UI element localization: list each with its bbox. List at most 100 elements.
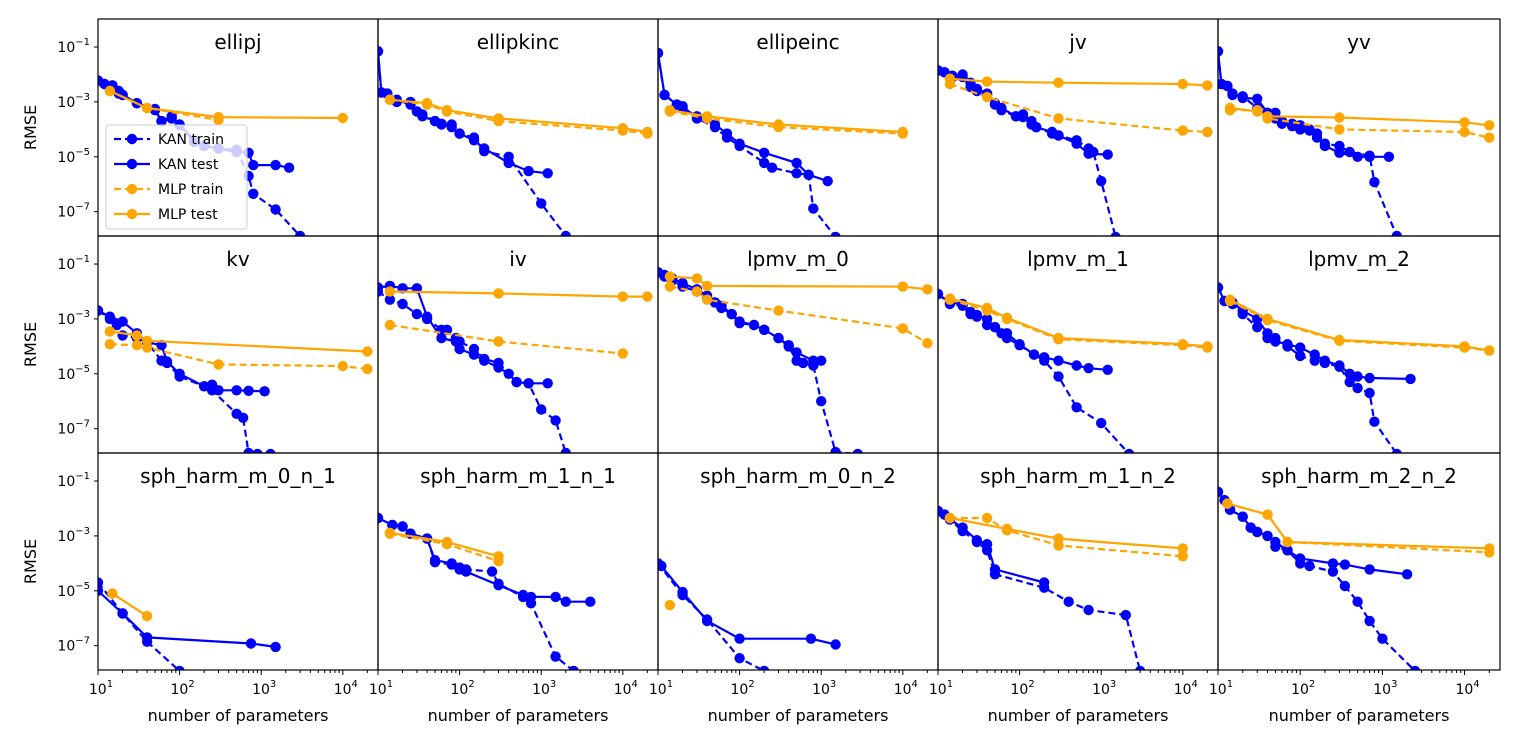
data-point — [1110, 231, 1121, 236]
data-point — [805, 633, 817, 644]
data-point — [996, 102, 1007, 114]
data-point — [493, 336, 504, 347]
series-kan-test — [98, 305, 270, 397]
y-tick-label: 10−7 — [57, 419, 90, 438]
series-mlp-test — [104, 326, 373, 357]
data-point — [1237, 92, 1248, 104]
series-kan-test — [98, 585, 281, 653]
plot-area — [1218, 46, 1495, 236]
data-point — [1053, 355, 1064, 366]
data-point — [1459, 341, 1470, 352]
y-tick-label: 10−1 — [57, 37, 90, 56]
data-point — [1218, 282, 1224, 293]
data-point — [421, 98, 433, 109]
data-point — [1177, 125, 1189, 136]
data-point — [243, 385, 254, 396]
data-point — [411, 308, 423, 320]
data-point — [1391, 448, 1402, 453]
data-point — [248, 188, 259, 199]
data-point — [1319, 140, 1331, 152]
data-point — [981, 313, 993, 325]
data-point — [511, 376, 522, 388]
series-kan-test — [378, 46, 553, 179]
data-point — [617, 123, 628, 134]
data-point — [734, 316, 745, 327]
panel-kv: kv 10−1 10−3 10−5 10−7 RMSE — [21, 235, 379, 454]
series-line — [658, 52, 829, 183]
data-point — [709, 119, 721, 130]
panel-title: yv — [1347, 30, 1371, 54]
series-kan-train — [938, 288, 1135, 453]
data-point — [1484, 543, 1495, 554]
data-point — [944, 512, 956, 524]
data-point — [1039, 577, 1050, 588]
data-point — [691, 273, 703, 284]
panel-title: kv — [226, 247, 250, 271]
legend-entry: KAN test — [114, 157, 219, 173]
data-point — [677, 102, 688, 114]
panel-grid: ellipj 10−1 10−3 10−5 10−7 RMSE ellipkinc ellip… — [21, 18, 1501, 725]
series-mlp-test — [1224, 102, 1495, 131]
data-point — [1304, 125, 1315, 136]
data-point — [1295, 342, 1306, 353]
data-point — [1071, 138, 1082, 149]
series-mlp-test — [107, 588, 153, 622]
data-point — [265, 448, 276, 453]
data-point — [1053, 77, 1064, 88]
data-point — [1401, 569, 1413, 580]
x-axis-label: number of parameters — [428, 706, 609, 725]
data-point — [174, 368, 185, 379]
data-point — [1334, 112, 1345, 123]
data-point — [248, 159, 259, 171]
series-line — [1218, 51, 1389, 158]
x-axis-label: number of parameters — [708, 706, 889, 725]
data-point — [1334, 334, 1345, 346]
data-point — [759, 147, 770, 158]
series-line — [938, 293, 1130, 453]
data-point — [156, 115, 167, 127]
data-point — [446, 122, 457, 133]
x-tick-label: 103 — [252, 679, 276, 698]
panel-ellipkinc: ellipkinc — [377, 18, 659, 237]
data-point — [944, 73, 956, 84]
series-line — [1229, 300, 1490, 352]
data-point — [237, 412, 249, 423]
series-kan-test — [658, 47, 833, 187]
series-line — [1218, 491, 1416, 670]
plot-area — [98, 577, 281, 670]
data-point — [1053, 533, 1064, 544]
data-point — [783, 340, 794, 351]
data-point — [231, 385, 242, 396]
data-point — [397, 521, 408, 532]
data-point — [1224, 294, 1236, 305]
data-point — [493, 288, 504, 299]
plot-area — [378, 280, 653, 453]
series-line — [658, 562, 836, 646]
data-point — [523, 378, 534, 389]
plot-area — [378, 512, 596, 670]
panel-iv: iv — [377, 235, 659, 454]
series-mlp-train — [664, 281, 933, 349]
data-point — [734, 653, 745, 664]
data-point — [1224, 102, 1236, 114]
data-point — [658, 47, 664, 59]
series-kan-train — [658, 267, 863, 453]
data-point — [701, 294, 713, 305]
data-point — [141, 102, 153, 114]
series-line — [98, 581, 181, 670]
data-point — [1352, 371, 1363, 382]
data-point — [1391, 230, 1402, 236]
data-point — [981, 91, 993, 103]
data-point — [791, 347, 802, 358]
data-point — [107, 588, 118, 599]
y-tick-label: 10−5 — [57, 147, 90, 166]
plot-area — [658, 47, 908, 236]
x-tick-label: 101 — [929, 679, 953, 698]
data-point — [1177, 543, 1189, 554]
data-point — [493, 113, 504, 124]
panel-jv: jv — [937, 18, 1219, 237]
data-point — [1252, 93, 1263, 105]
data-point — [1252, 322, 1263, 333]
data-point — [1028, 349, 1040, 360]
